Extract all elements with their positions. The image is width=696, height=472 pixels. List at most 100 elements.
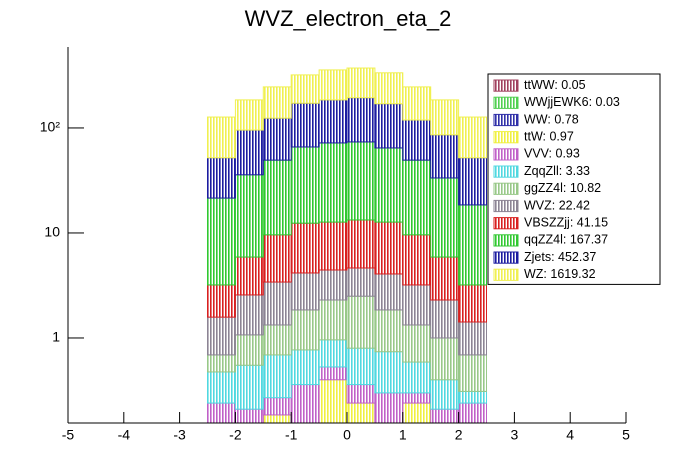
bar-segment — [262, 414, 292, 424]
bar-segment — [402, 119, 432, 161]
bar-segment — [430, 337, 460, 381]
y-tick-label: 1 — [52, 329, 60, 345]
legend: ttWW: 0.05 WWjjEWK6: 0.03 WW: 0.78 ttW: 0.9… — [487, 73, 661, 285]
legend-swatch — [493, 113, 519, 127]
bar-segment — [430, 177, 460, 258]
bar-segment — [458, 116, 488, 159]
x-tick-label: 1 — [399, 427, 407, 443]
bar-segment — [430, 99, 460, 136]
legend-label: ggZZ4l: 10.82 — [524, 181, 601, 195]
bar-segment — [262, 86, 292, 119]
bar-segment — [374, 392, 404, 424]
bar-segment — [234, 294, 264, 336]
bar-segment — [290, 102, 320, 148]
bar-segment — [458, 402, 488, 424]
bar-segment — [318, 69, 348, 101]
bar-segment — [318, 142, 348, 223]
legend-swatch — [493, 182, 519, 195]
legend-swatch — [493, 234, 519, 247]
legend-label: qqZZ4l: 167.37 — [524, 233, 608, 247]
bar-segment — [207, 316, 236, 356]
bar-segment — [430, 134, 460, 179]
bar-segment — [207, 402, 236, 424]
legend-swatch — [493, 131, 519, 144]
bar-segment — [374, 147, 404, 223]
bar-segment — [402, 324, 432, 363]
legend-swatch — [493, 251, 519, 264]
bar-segment — [402, 86, 432, 121]
bar-segment — [458, 321, 488, 356]
bar-segment — [318, 339, 348, 368]
bar-segment — [234, 129, 264, 176]
bar-segment — [430, 408, 460, 424]
bar-segment — [346, 97, 376, 143]
bar-segment — [402, 402, 432, 424]
x-tick-label: -3 — [173, 427, 186, 443]
bar-segment — [290, 384, 320, 424]
legend-label: VVV: 0.93 — [524, 147, 580, 161]
y-tick-label: 10² — [40, 119, 61, 135]
legend-swatch — [493, 148, 519, 161]
bar-segment — [458, 157, 488, 206]
bar-segment — [207, 354, 236, 373]
bar-segment — [346, 67, 376, 99]
bar-segment — [346, 295, 376, 349]
legend-label: ttW: 0.97 — [524, 129, 574, 143]
legend-label: WZ: 1619.32 — [524, 267, 596, 281]
bar-segment — [318, 269, 348, 301]
bar-segment — [207, 371, 236, 404]
bar-segment — [458, 284, 488, 323]
bar-segment — [402, 361, 432, 394]
legend-label: Zjets: 452.37 — [524, 250, 596, 264]
bar-segment — [374, 221, 404, 275]
x-tick-label: -2 — [229, 427, 242, 443]
bar-segment — [430, 299, 460, 339]
bar-segment — [262, 324, 292, 356]
bar-segment — [207, 284, 236, 318]
bar-segment — [262, 234, 292, 283]
bar-segment — [346, 219, 376, 269]
legend-swatch — [493, 217, 519, 230]
bar-segment — [262, 159, 292, 236]
legend-label: WW: 0.78 — [524, 112, 579, 126]
legend-label: WWjjEWK6: 0.03 — [524, 95, 620, 109]
x-tick-label: -1 — [285, 427, 298, 443]
x-tick-label: 4 — [566, 427, 574, 443]
bar-segment — [290, 74, 320, 104]
bar-segment — [318, 221, 348, 271]
bar-segment — [262, 397, 292, 416]
bar-segment — [207, 197, 236, 286]
bar-segment — [207, 116, 236, 159]
bar-segment — [207, 157, 236, 199]
bar-segment — [374, 351, 404, 394]
bar-segment — [374, 309, 404, 353]
bar-segment — [402, 159, 432, 236]
legend-label: VBSZZjj: 41.15 — [524, 215, 608, 229]
legend-label: ZqqZll: 3.33 — [524, 164, 590, 178]
bar-segment — [402, 284, 432, 326]
bar-segment — [402, 392, 432, 404]
legend-swatch — [493, 268, 519, 281]
x-tick-label: 5 — [622, 427, 630, 443]
bar-segment — [430, 256, 460, 301]
x-tick-label: 3 — [511, 427, 519, 443]
bar-segment — [458, 204, 488, 286]
bar-segment — [234, 334, 264, 366]
bar-segment — [458, 390, 488, 404]
bar-segment — [346, 267, 376, 297]
bar-segment — [234, 256, 264, 296]
bar-segment — [290, 349, 320, 386]
bar-segment — [234, 99, 264, 131]
bar-segment — [346, 347, 376, 386]
bar-segment — [318, 99, 348, 144]
bar-segment — [290, 272, 320, 311]
x-tick-label: 2 — [455, 427, 463, 443]
bar-segment — [374, 103, 404, 149]
bar-segment — [458, 354, 488, 392]
bar-segment — [346, 384, 376, 404]
legend-label: ttWW: 0.05 — [524, 78, 586, 92]
x-tick-label: -4 — [118, 427, 131, 443]
bar-segment — [318, 379, 348, 424]
bar-segment — [234, 364, 264, 410]
